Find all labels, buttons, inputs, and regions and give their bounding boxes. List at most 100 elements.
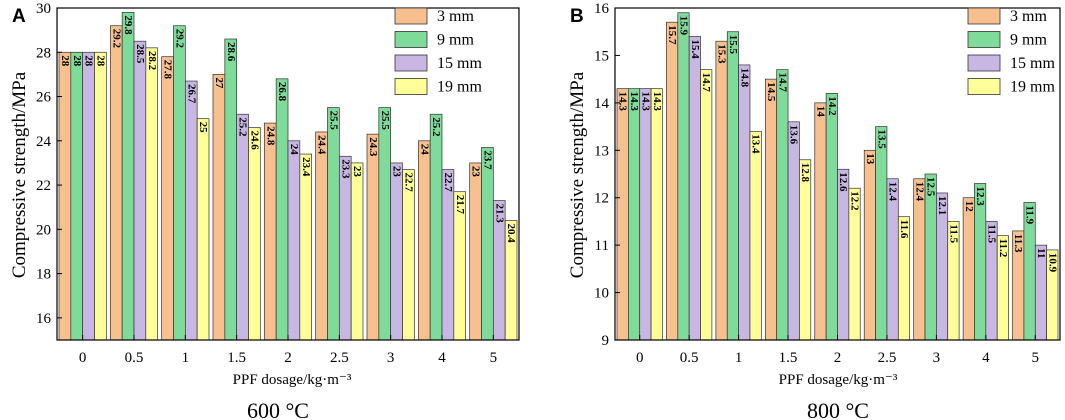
- y-tick-label: 22: [36, 178, 51, 194]
- bar: [429, 113, 443, 341]
- bar-value-label: 14.8: [738, 68, 750, 88]
- x-tick-label: 1.5: [227, 350, 246, 366]
- bar: [327, 107, 340, 341]
- x-tick-label: 2.5: [878, 350, 897, 366]
- y-axis-title: Compressive strength/MPa: [567, 71, 588, 278]
- x-tick-label: 5: [1032, 350, 1040, 366]
- bar: [121, 12, 135, 341]
- bar: [196, 118, 210, 341]
- bar-value-label: 15.3: [716, 44, 728, 64]
- y-tick-label: 14: [594, 96, 610, 112]
- bar: [299, 153, 313, 341]
- bar: [688, 36, 701, 341]
- legend-swatch: [967, 31, 1001, 48]
- bar-value-label: 11.5: [947, 224, 959, 243]
- bar: [109, 25, 123, 341]
- bar: [837, 168, 850, 341]
- y-axis-title: Compressive strength/MPa: [9, 71, 30, 278]
- bar-value-label: 13.4: [750, 134, 762, 154]
- bar-value-label: 23: [351, 166, 363, 178]
- legend-label: 19 mm: [437, 79, 482, 96]
- bar: [913, 178, 926, 341]
- x-tick-label: 1.5: [779, 350, 798, 366]
- bar-value-label: 29.2: [173, 29, 185, 49]
- bar: [974, 183, 987, 341]
- bar-value-label: 28.6: [225, 42, 237, 62]
- bar-value-label: 14: [814, 106, 826, 118]
- bar: [275, 78, 289, 341]
- x-tick-label: 2.5: [330, 350, 349, 366]
- bar: [764, 78, 778, 341]
- bar: [726, 31, 739, 341]
- bar: [481, 147, 494, 341]
- bar: [350, 162, 364, 341]
- bar: [469, 162, 482, 341]
- x-tick-label: 2: [834, 350, 842, 366]
- bar: [441, 169, 455, 341]
- bar: [924, 173, 937, 341]
- bar-value-label: 29.8: [122, 15, 134, 35]
- y-tick-label: 12: [594, 191, 609, 207]
- bar: [236, 113, 249, 341]
- bar-value-label: 25.5: [379, 111, 391, 131]
- bar-value-label: 22.7: [402, 173, 414, 193]
- bar: [787, 121, 800, 341]
- bar-value-label: 14.7: [776, 73, 788, 93]
- bar-value-label: 23.4: [300, 157, 312, 177]
- bar-value-label: 25.5: [327, 111, 339, 131]
- bar-value-label: 23.3: [339, 159, 351, 179]
- legend-swatch: [394, 31, 428, 48]
- bar: [58, 51, 72, 341]
- bar: [173, 25, 186, 341]
- bar: [402, 169, 415, 341]
- panel-letter: B: [570, 6, 584, 27]
- bar-value-label: 25.2: [430, 117, 442, 137]
- bar-value-label: 11.3: [1012, 234, 1024, 253]
- x-tick-label: 3: [933, 350, 941, 366]
- bar: [133, 40, 147, 341]
- x-tick-label: 3: [387, 350, 395, 366]
- bar-value-label: 12.5: [925, 177, 937, 197]
- bar-value-label: 28: [83, 55, 95, 67]
- bar: [962, 197, 975, 341]
- y-tick-label: 13: [594, 143, 609, 159]
- bar-value-label: 28.5: [134, 44, 146, 64]
- legend-swatch: [967, 7, 1001, 25]
- legend-label: 15 mm: [437, 55, 482, 72]
- y-tick-label: 11: [595, 238, 609, 254]
- y-tick-label: 10: [594, 286, 609, 302]
- bar: [315, 131, 328, 341]
- panel-letter: A: [12, 6, 26, 27]
- bar-value-label: 24: [288, 144, 300, 156]
- bar: [224, 38, 238, 341]
- y-tick-label: 15: [594, 48, 609, 64]
- bar-value-label: 15.4: [689, 39, 701, 59]
- bar-value-label: 12.2: [849, 191, 861, 211]
- bar-value-label: 11: [1035, 248, 1047, 258]
- bar-value-label: 12: [963, 201, 975, 213]
- bar: [738, 64, 751, 341]
- bar-value-label: 23: [470, 166, 482, 178]
- bar-value-label: 12.6: [837, 172, 849, 192]
- legend-label: 15 mm: [1010, 55, 1055, 72]
- y-tick-label: 16: [36, 311, 52, 327]
- bar-value-label: 24.3: [367, 137, 379, 157]
- bar: [700, 69, 713, 341]
- legend-label: 9 mm: [1010, 32, 1047, 49]
- chart-panel-b: B14.315.715.314.5141312.41211.314.315.91…: [567, 1, 1061, 420]
- bar: [886, 178, 899, 341]
- bar-value-label: 12.3: [974, 186, 986, 206]
- bar-value-label: 22.7: [442, 173, 454, 193]
- bar-value-label: 15.5: [727, 35, 739, 55]
- bar: [1034, 244, 1047, 341]
- panel-caption: 600 °C: [247, 398, 309, 420]
- bar: [94, 51, 107, 341]
- legend-label: 3 mm: [1010, 8, 1047, 25]
- bar-value-label: 23.7: [481, 150, 493, 170]
- legend-swatch: [967, 78, 1001, 95]
- bar: [338, 155, 352, 341]
- bar: [749, 130, 762, 341]
- bar-value-label: 27.8: [162, 60, 174, 80]
- bar: [639, 88, 652, 341]
- bar: [616, 88, 629, 341]
